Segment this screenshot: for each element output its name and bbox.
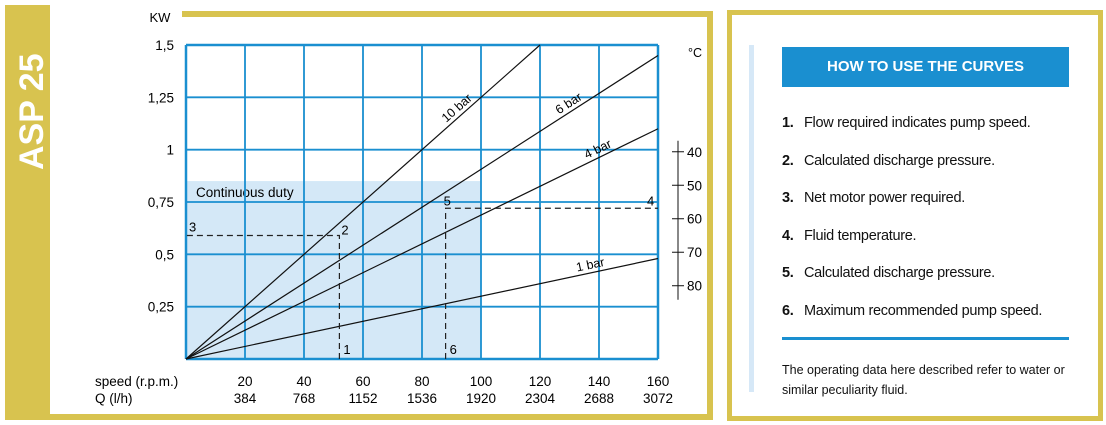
y-tick-label: 0,75 <box>148 195 174 210</box>
x-row-label-speed: speed (r.p.m.) <box>95 374 178 389</box>
curve-4-bar <box>185 128 659 360</box>
frame-bottom <box>5 414 713 420</box>
step-item: 4. Fluid temperature. <box>782 227 917 244</box>
x-tick-q: 384 <box>234 391 257 406</box>
marker-2: 2 <box>341 222 348 237</box>
temp-tick-label: 70 <box>687 245 702 260</box>
temp-unit-label: °C <box>688 46 702 60</box>
step-item: 3. Net motor power required. <box>782 190 965 206</box>
x-row-label-q: Q (l/h) <box>95 391 133 406</box>
x-tick-q: 3072 <box>643 391 673 406</box>
curve-10-bar <box>185 44 541 360</box>
x-tick-q: 1536 <box>407 391 437 406</box>
note-text: The operating data here described refer … <box>782 363 1065 397</box>
marker-5: 5 <box>444 193 451 208</box>
y-tick-label: 0,5 <box>155 247 174 262</box>
example-1-path <box>186 234 340 359</box>
model-label: ASP 25 <box>13 53 51 170</box>
temp-tick-label: 40 <box>687 145 702 160</box>
x-tick-q: 1920 <box>466 391 496 406</box>
x-tick-speed: 100 <box>470 374 493 389</box>
y-tick-label: 1 <box>166 143 174 158</box>
step-item: 5. Calculated discharge pressure. <box>782 265 995 281</box>
accent-bar <box>749 45 754 392</box>
marker-4: 4 <box>647 193 654 208</box>
marker-3: 3 <box>189 219 196 234</box>
example-2-path <box>445 207 658 359</box>
temp-tick-label: 80 <box>687 279 702 294</box>
step-item: 6. Maximum recommended pump speed. <box>782 302 1043 319</box>
continuous-duty-area <box>186 181 481 359</box>
step-item: 2. Calculated discharge pressure. <box>782 152 995 169</box>
marker-1: 1 <box>343 342 350 357</box>
x-tick-q: 2688 <box>584 391 614 406</box>
temp-tick-label: 60 <box>687 212 702 227</box>
step-item: 1. Flow required indicates pump speed. <box>782 115 1031 131</box>
side-band <box>5 5 50 420</box>
x-tick-speed: 160 <box>647 374 670 389</box>
x-tick-q: 2304 <box>525 391 556 406</box>
x-tick-speed: 80 <box>414 374 429 389</box>
instructions-panel: HOW TO USE THE CURVES 1. Flow required in… <box>727 10 1103 421</box>
curve-label: 1 bar <box>575 255 606 275</box>
y-tick-label: 1,5 <box>155 38 174 53</box>
y-tick-label: 0,25 <box>148 300 174 315</box>
x-tick-speed: 120 <box>529 374 552 389</box>
frame-top <box>182 11 713 17</box>
y-axis-label: KW <box>150 10 172 25</box>
marker-6: 6 <box>450 342 457 357</box>
x-tick-speed: 40 <box>296 374 311 389</box>
x-tick-speed: 60 <box>355 374 370 389</box>
x-tick-speed: 140 <box>588 374 611 389</box>
curve-1-bar <box>185 257 659 360</box>
x-tick-speed: 20 <box>237 374 252 389</box>
instructions-title: HOW TO USE THE CURVES <box>782 47 1069 87</box>
y-tick-label: 1,25 <box>148 90 174 105</box>
temp-tick-label: 50 <box>687 178 702 193</box>
frame-right <box>707 11 713 420</box>
x-tick-q: 768 <box>293 391 316 406</box>
curve-6-bar <box>185 54 659 360</box>
steps-list: 1. Flow required indicates pump speed. 2.… <box>782 115 1042 340</box>
divider <box>782 337 1069 340</box>
x-tick-q: 1152 <box>348 391 377 406</box>
